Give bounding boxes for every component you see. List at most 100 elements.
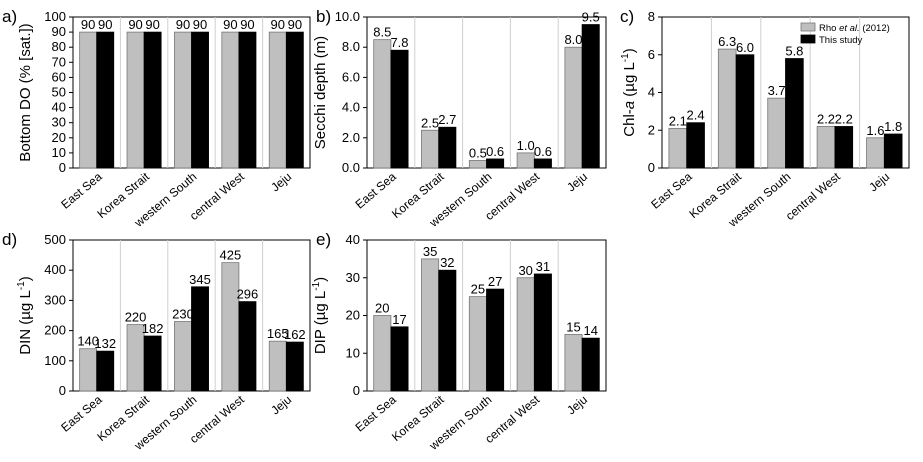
y-tick-label: 90 xyxy=(52,24,66,39)
bar xyxy=(421,258,440,392)
x-tick-label: East Sea xyxy=(58,392,105,434)
data-label: 425 xyxy=(220,248,242,263)
data-label: 90 xyxy=(128,17,142,32)
y-tick-label: 30 xyxy=(346,270,360,285)
y-tick-label: 10 xyxy=(52,145,66,160)
x-tick-label: Jeju xyxy=(268,170,294,195)
y-tick-label: 4 xyxy=(648,85,655,100)
bar xyxy=(143,335,162,392)
bar xyxy=(533,273,552,392)
bar xyxy=(564,333,583,392)
x-tick-label: central West xyxy=(783,169,843,223)
x-tick-label: East Sea xyxy=(58,169,105,211)
data-label: 9.5 xyxy=(582,10,600,25)
data-label: 2.5 xyxy=(421,115,439,130)
data-label: 2.1 xyxy=(669,113,687,128)
y-axis-title: DIP (µg L-1) xyxy=(311,277,329,354)
data-label: 230 xyxy=(172,307,194,322)
y-tick-label: 400 xyxy=(44,262,66,277)
bar xyxy=(438,126,457,169)
bar xyxy=(79,348,98,392)
data-label: 6.0 xyxy=(736,40,754,55)
y-tick-label: 50 xyxy=(52,85,66,100)
y-tick-label: 200 xyxy=(44,323,66,338)
x-tick-label: Jeju xyxy=(866,170,892,195)
data-label: 90 xyxy=(98,17,112,32)
y-tick-label: 20 xyxy=(346,308,360,323)
data-label: 1.8 xyxy=(884,119,902,134)
data-label: 90 xyxy=(176,17,190,32)
x-tick-label: Jeju xyxy=(564,393,590,418)
bar xyxy=(390,49,409,169)
bar xyxy=(668,127,688,169)
bar xyxy=(438,269,457,392)
y-tick-label: 40 xyxy=(52,100,66,115)
data-label: 220 xyxy=(125,310,147,325)
bar xyxy=(486,288,505,392)
bar xyxy=(268,31,287,169)
y-tick-label: 20 xyxy=(52,130,66,145)
bar xyxy=(735,54,755,169)
data-label: 32 xyxy=(440,255,454,270)
bar xyxy=(191,31,209,169)
data-label: 0.6 xyxy=(534,144,552,159)
bar xyxy=(126,31,145,169)
y-tick-label: 300 xyxy=(44,292,66,307)
data-label: 2.2 xyxy=(817,111,835,126)
panel-label: d) xyxy=(2,230,17,249)
data-label: 1.0 xyxy=(517,138,535,153)
data-label: 90 xyxy=(145,17,159,32)
data-label: 27 xyxy=(488,274,502,289)
y-axis-title: DIN (µg L-1) xyxy=(16,276,34,354)
panel-label: b) xyxy=(316,7,331,26)
data-label: 1.6 xyxy=(866,123,884,138)
y-tick-label: 10 xyxy=(346,345,360,360)
bar xyxy=(564,46,583,169)
data-label: 20 xyxy=(375,301,389,316)
data-label: 162 xyxy=(284,327,306,342)
y-axis-title: Secchi depth (m) xyxy=(312,36,329,149)
y-tick-label: 30 xyxy=(52,115,66,130)
data-label: 165 xyxy=(267,326,289,341)
y-tick-label: 2.0 xyxy=(342,130,360,145)
data-label: 90 xyxy=(288,17,302,32)
x-tick-label: East Sea xyxy=(353,392,400,434)
bar xyxy=(79,31,98,169)
y-tick-label: 2 xyxy=(648,122,655,137)
y-tick-label: 100 xyxy=(44,353,66,368)
y-tick-label: 0 xyxy=(59,383,66,398)
bar xyxy=(581,24,600,169)
bar xyxy=(486,158,505,169)
bar xyxy=(221,31,240,169)
bar xyxy=(96,31,115,169)
bar xyxy=(516,277,535,392)
x-tick-label: Jeju xyxy=(268,393,294,418)
data-label: 5.8 xyxy=(785,44,803,59)
data-label: 345 xyxy=(189,272,211,287)
bar xyxy=(390,326,409,392)
bar xyxy=(533,158,552,169)
y-tick-label: 0 xyxy=(353,383,360,398)
data-label: 132 xyxy=(94,336,116,351)
data-label: 7.8 xyxy=(390,35,408,50)
y-tick-label: 0.0 xyxy=(342,160,360,175)
bar xyxy=(516,152,535,169)
bar xyxy=(421,129,440,169)
y-tick-label: 80 xyxy=(52,39,66,54)
y-tick-label: 6.0 xyxy=(342,69,360,84)
legend-swatch-rho xyxy=(800,22,816,32)
data-label: 30 xyxy=(518,263,532,278)
data-label: 90 xyxy=(81,17,95,32)
bar xyxy=(767,97,786,169)
y-tick-label: 6 xyxy=(648,47,655,62)
data-label: 90 xyxy=(240,17,254,32)
x-tick-label: East Sea xyxy=(648,169,695,211)
legend-label-this-study: This study xyxy=(819,35,863,46)
bar xyxy=(834,126,854,169)
y-tick-label: 0 xyxy=(648,160,655,175)
y-tick-label: 500 xyxy=(44,232,66,247)
